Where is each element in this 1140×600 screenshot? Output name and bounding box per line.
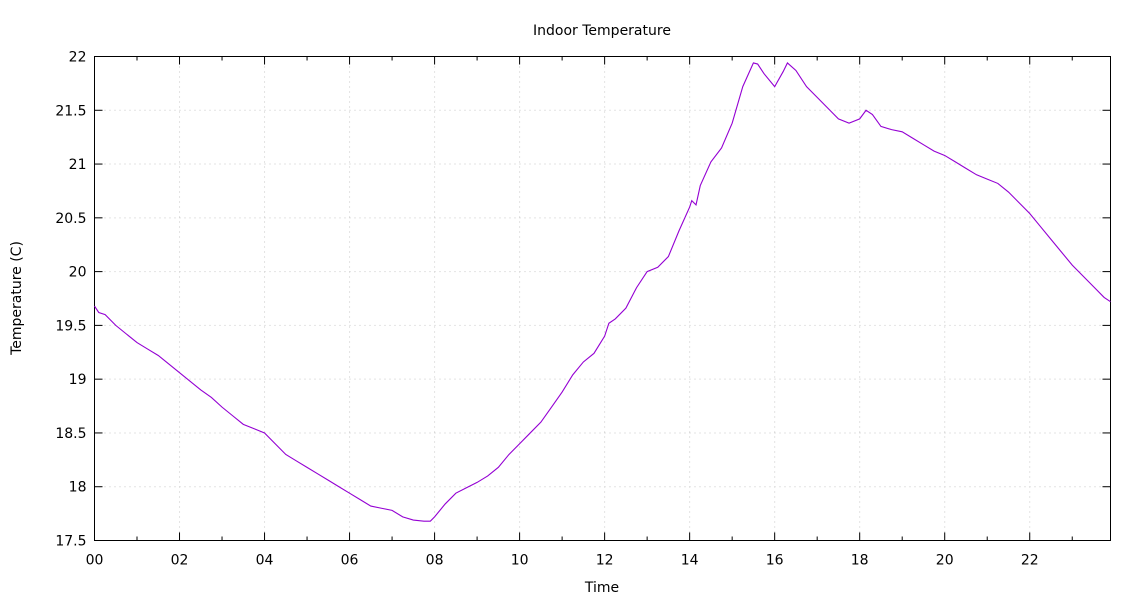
x-tick-label: 18	[851, 553, 869, 569]
x-tick-label: 12	[596, 553, 614, 569]
series-line	[94, 62, 1111, 522]
chart-title: Indoor Temperature	[533, 23, 671, 39]
tick-labels: 17.5 18 18.5 19 19.5 20 20.5 21 21.5 22 00 02 04 06 08…	[55, 50, 1038, 569]
x-tick-label: 14	[681, 553, 699, 569]
x-tick-label: 20	[936, 553, 954, 569]
axis-ticks	[94, 56, 1111, 541]
x-tick-label: 00	[86, 553, 104, 569]
y-tick-label: 20.5	[55, 211, 86, 227]
y-tick-label: 19	[69, 372, 87, 388]
x-tick-label: 22	[1021, 553, 1039, 569]
plot-frame	[94, 56, 1111, 541]
grid	[94, 56, 1111, 541]
y-tick-label: 18	[69, 480, 87, 496]
x-tick-label: 10	[511, 553, 529, 569]
x-tick-label: 04	[256, 553, 274, 569]
y-tick-label: 21.5	[55, 103, 86, 119]
x-tick-label: 08	[426, 553, 444, 569]
y-tick-label: 17.5	[55, 534, 86, 550]
y-tick-label: 21	[69, 157, 87, 173]
y-tick-label: 18.5	[55, 426, 86, 442]
y-tick-label: 20	[69, 265, 87, 281]
y-tick-label: 22	[69, 50, 87, 66]
x-tick-label: 02	[171, 553, 189, 569]
y-axis-label: Temperature (C)	[9, 241, 25, 356]
x-tick-label: 16	[766, 553, 784, 569]
y-tick-label: 19.5	[55, 318, 86, 334]
x-tick-label: 06	[341, 553, 359, 569]
x-axis-label: Time	[584, 580, 619, 596]
